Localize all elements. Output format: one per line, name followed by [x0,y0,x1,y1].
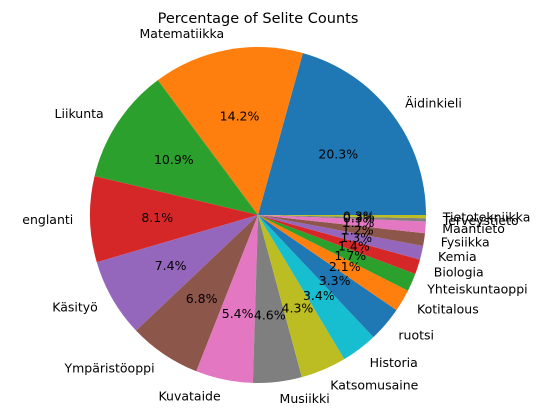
percentage-label-kasityo: 7.4% [155,258,187,273]
pie-slice-aidinkieli [258,53,426,215]
pie-slice-ymparistooppi [136,215,258,372]
pie-slice-kemia [258,215,424,260]
percentage-label-biologia: 1.4% [338,239,370,254]
category-label-englanti: englanti [22,212,73,227]
pie-slice-englanti [90,176,258,263]
percentage-label-ymparistooppi: 6.8% [186,291,218,306]
pie-slice-musiikki [252,215,302,383]
pie-slice-kasityo [96,215,258,331]
percentage-label-aidinkieli: 20.3% [318,146,358,161]
percentage-label-terveystieto: 0.3% [343,210,375,225]
percentage-label-kemia: 1.3% [340,230,372,245]
category-label-historia: Historia [370,355,418,370]
category-label-kuvataide: Kuvataide [158,388,221,403]
pie-slice-liikunta [94,80,258,215]
pie-slice-maantieto [258,215,426,234]
pie-slice-terveystieto [258,215,426,222]
category-label-kemia: Kemia [438,249,477,264]
category-label-kasityo: Käsityö [52,300,98,315]
percentage-label-ruotsi: 3.3% [319,273,351,288]
percentage-label-yhteiskuntaoppi: 1.7% [334,248,366,263]
category-label-liikunta: Liikunta [55,106,104,121]
category-label-ymparistooppi: Ympäristöoppi [63,361,154,376]
category-label-kotitalous: Kotitalous [417,302,479,317]
percentage-label-historia: 3.4% [303,288,335,303]
percentage-label-katsomusaine: 4.3% [282,300,314,315]
category-label-ruotsi: ruotsi [398,328,434,343]
category-labels: Äidinkieli Matematiikka Liikunta englanti Kä… [22,26,530,406]
chart-title: Percentage of Selite Counts [158,11,359,27]
percentage-label-kuvataide: 5.4% [222,306,254,321]
percentage-labels: 20.3%14.2%10.9%8.1%7.4%6.8%5.4% 4.6%4.3%3… [141,108,374,322]
category-label-maantieto: Maantieto [442,221,505,236]
percentage-label-fysiikka: 1.2% [342,222,374,237]
pie-slice-kotitalous [258,215,408,311]
percentage-label-maantieto: 1.1% [343,215,375,230]
category-label-tietotekniikka: Tietotekniikka [442,209,531,224]
percentage-label-tietotekniikka: 0.3% [343,208,375,223]
pie-slice-kuvataide [196,215,258,383]
category-label-biologia: Biologia [434,265,484,280]
category-label-musiikki: Musiikki [280,391,330,406]
category-label-fysiikka: Fysiikka [441,235,490,250]
pie-slice-tietotekniikka [258,215,426,219]
pie-slice-fysiikka [258,215,426,247]
percentage-label-matematiikka: 14.2% [220,108,260,123]
pie-slice-yhteiskuntaoppi [258,215,416,291]
percentage-label-liikunta: 10.9% [154,152,194,167]
percentage-label-kotitalous: 2.1% [329,259,361,274]
pie-slices [90,46,426,383]
category-label-katsomusaine: Katsomusaine [330,378,418,393]
category-label-yhteiskuntaoppi: Yhteiskuntaoppi [426,282,527,297]
percentage-label-musiikki: 4.6% [254,308,286,323]
category-label-aidinkieli: Äidinkieli [405,96,462,111]
pie-slice-matematiikka [157,46,303,215]
pie-slice-historia [258,215,374,360]
percentage-label-englanti: 8.1% [141,210,173,225]
pie-slice-biologia [258,215,420,274]
pie-slice-katsomusaine [258,215,345,378]
category-label-matematiikka: Matematiikka [140,26,225,41]
pie-slice-ruotsi [258,215,397,338]
category-label-terveystieto: Terveystieto [442,213,519,228]
